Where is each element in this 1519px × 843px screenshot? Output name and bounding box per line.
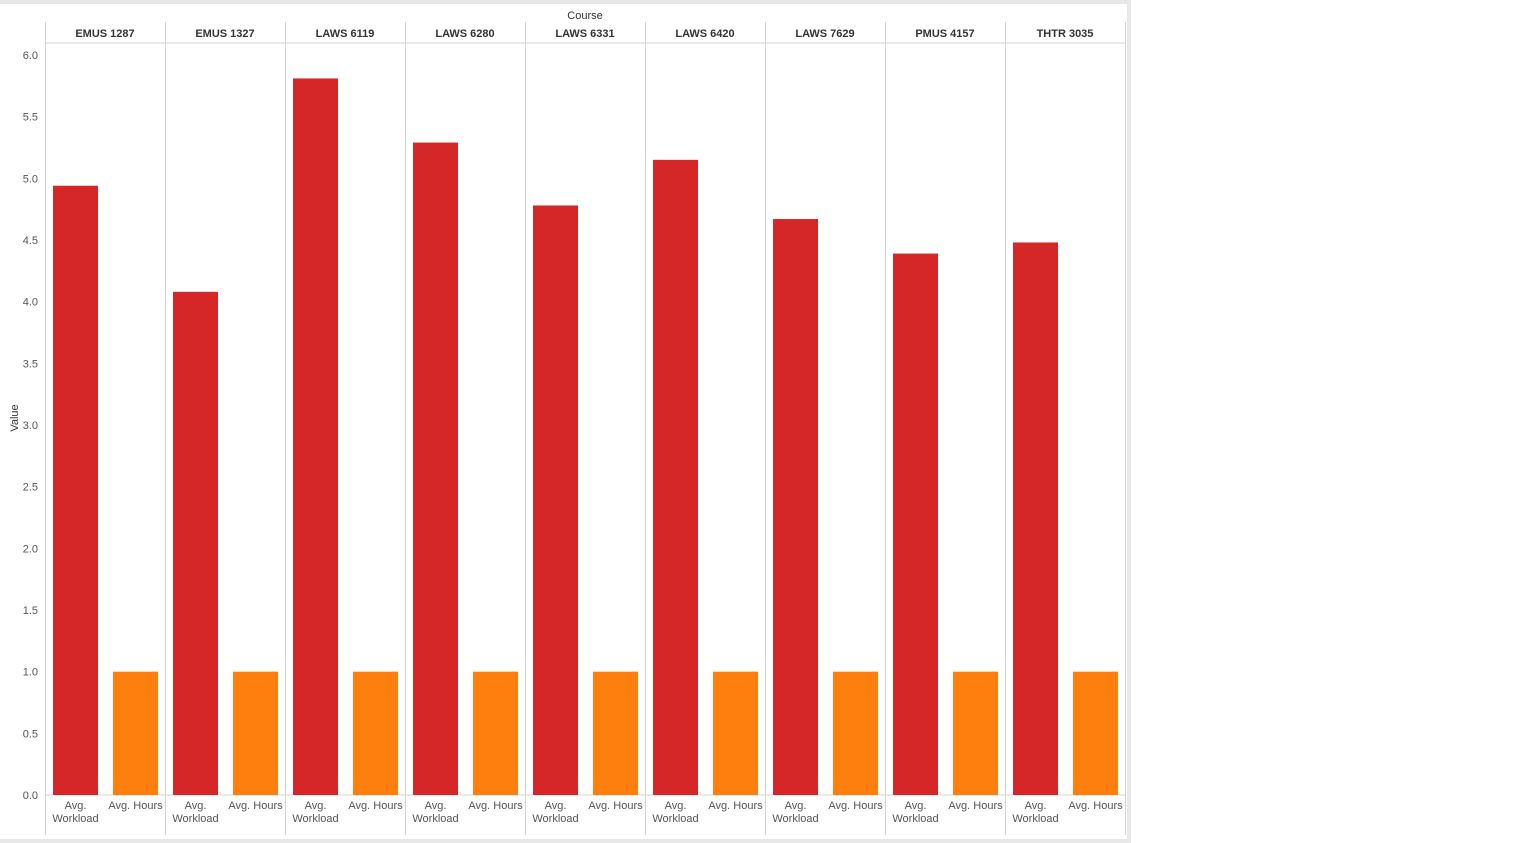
course-label: LAWS 6331 xyxy=(555,28,614,40)
measure-label: Avg. Hours xyxy=(828,800,883,812)
measure-label: Avg. Hours xyxy=(228,800,283,812)
course-labels: EMUS 1287 EMUS 1327 LAWS 6119 LAWS 6280 LAWS… xyxy=(75,28,1093,40)
y-tick-label: 6.0 xyxy=(23,50,38,62)
course-label: EMUS 1287 xyxy=(75,28,134,40)
y-tick-label: 3.5 xyxy=(23,358,38,370)
bar-avg-workload[interactable] xyxy=(773,219,818,796)
course-label: LAWS 6420 xyxy=(675,28,734,40)
measure-label: Avg. Workload xyxy=(172,800,218,825)
measure-label: Avg. Workload xyxy=(532,800,578,825)
bar-avg-hours[interactable] xyxy=(353,671,398,795)
measure-label: Avg. Hours xyxy=(588,800,643,812)
y-tick-label: 4.5 xyxy=(23,235,38,247)
y-axis-title: Value xyxy=(9,404,21,431)
bar-avg-hours[interactable] xyxy=(473,671,518,795)
measure-label: Avg. Hours xyxy=(108,800,163,812)
measure-label: Avg. Workload xyxy=(892,800,938,825)
measure-label: Avg. Workload xyxy=(412,800,458,825)
measure-label: Avg. Workload xyxy=(1012,800,1058,825)
bar-avg-workload[interactable] xyxy=(533,205,578,795)
bar-avg-hours[interactable] xyxy=(593,671,638,795)
y-tick-label: 3.0 xyxy=(23,420,38,432)
measure-label: Avg. Workload xyxy=(772,800,818,825)
y-tick-label: 1.5 xyxy=(23,605,38,617)
bar-avg-workload[interactable] xyxy=(413,142,458,796)
bar-avg-hours[interactable] xyxy=(713,671,758,795)
bar-avg-hours[interactable] xyxy=(953,671,998,795)
y-tick-label: 0.0 xyxy=(23,790,38,802)
bar-avg-hours[interactable] xyxy=(233,671,278,795)
course-label: EMUS 1327 xyxy=(195,28,254,40)
course-label: LAWS 6119 xyxy=(316,28,375,40)
y-tick-label: 4.0 xyxy=(23,297,38,309)
y-tick-label: 5.0 xyxy=(23,173,38,185)
course-label: PMUS 4157 xyxy=(915,28,974,40)
y-tick-label: 2.0 xyxy=(23,543,38,555)
measure-labels: Avg. Workload Avg. Hours Avg. Workload Avg. H… xyxy=(52,800,1123,825)
bar-avg-workload[interactable] xyxy=(53,185,98,795)
course-label: LAWS 7629 xyxy=(795,28,854,40)
measure-label: Avg. Hours xyxy=(468,800,523,812)
bar-avg-workload[interactable] xyxy=(893,253,938,796)
measure-label: Avg. Workload xyxy=(52,800,98,825)
y-tick-label: 2.5 xyxy=(23,482,38,494)
measure-label: Avg. Hours xyxy=(1068,800,1123,812)
y-tick-label: 1.0 xyxy=(23,667,38,679)
bar-avg-hours[interactable] xyxy=(1073,671,1118,795)
measure-label: Avg. Workload xyxy=(292,800,338,825)
measure-label: Avg. Hours xyxy=(948,800,1003,812)
bars xyxy=(53,78,1118,796)
course-label: THTR 3035 xyxy=(1037,28,1094,40)
measure-label: Avg. Hours xyxy=(708,800,763,812)
chart-title: Course xyxy=(567,10,602,22)
bar-avg-hours[interactable] xyxy=(833,671,878,795)
course-label: LAWS 6280 xyxy=(435,28,494,40)
y-tick-label: 5.5 xyxy=(23,112,38,124)
bar-avg-hours[interactable] xyxy=(113,671,158,795)
bar-avg-workload[interactable] xyxy=(653,159,698,796)
bar-avg-workload[interactable] xyxy=(293,78,338,795)
panels xyxy=(45,22,1126,835)
bar-avg-workload[interactable] xyxy=(173,291,218,795)
bar-avg-workload[interactable] xyxy=(1013,242,1058,795)
measure-label: Avg. Hours xyxy=(348,800,403,812)
y-axis-ticks: 0.0 0.5 1.0 1.5 2.0 2.5 3.0 3.5 4.0 4.5 5.0 5.5 6.0 xyxy=(23,50,38,802)
measure-label: Avg. Workload xyxy=(652,800,698,825)
y-tick-label: 0.5 xyxy=(23,728,38,740)
